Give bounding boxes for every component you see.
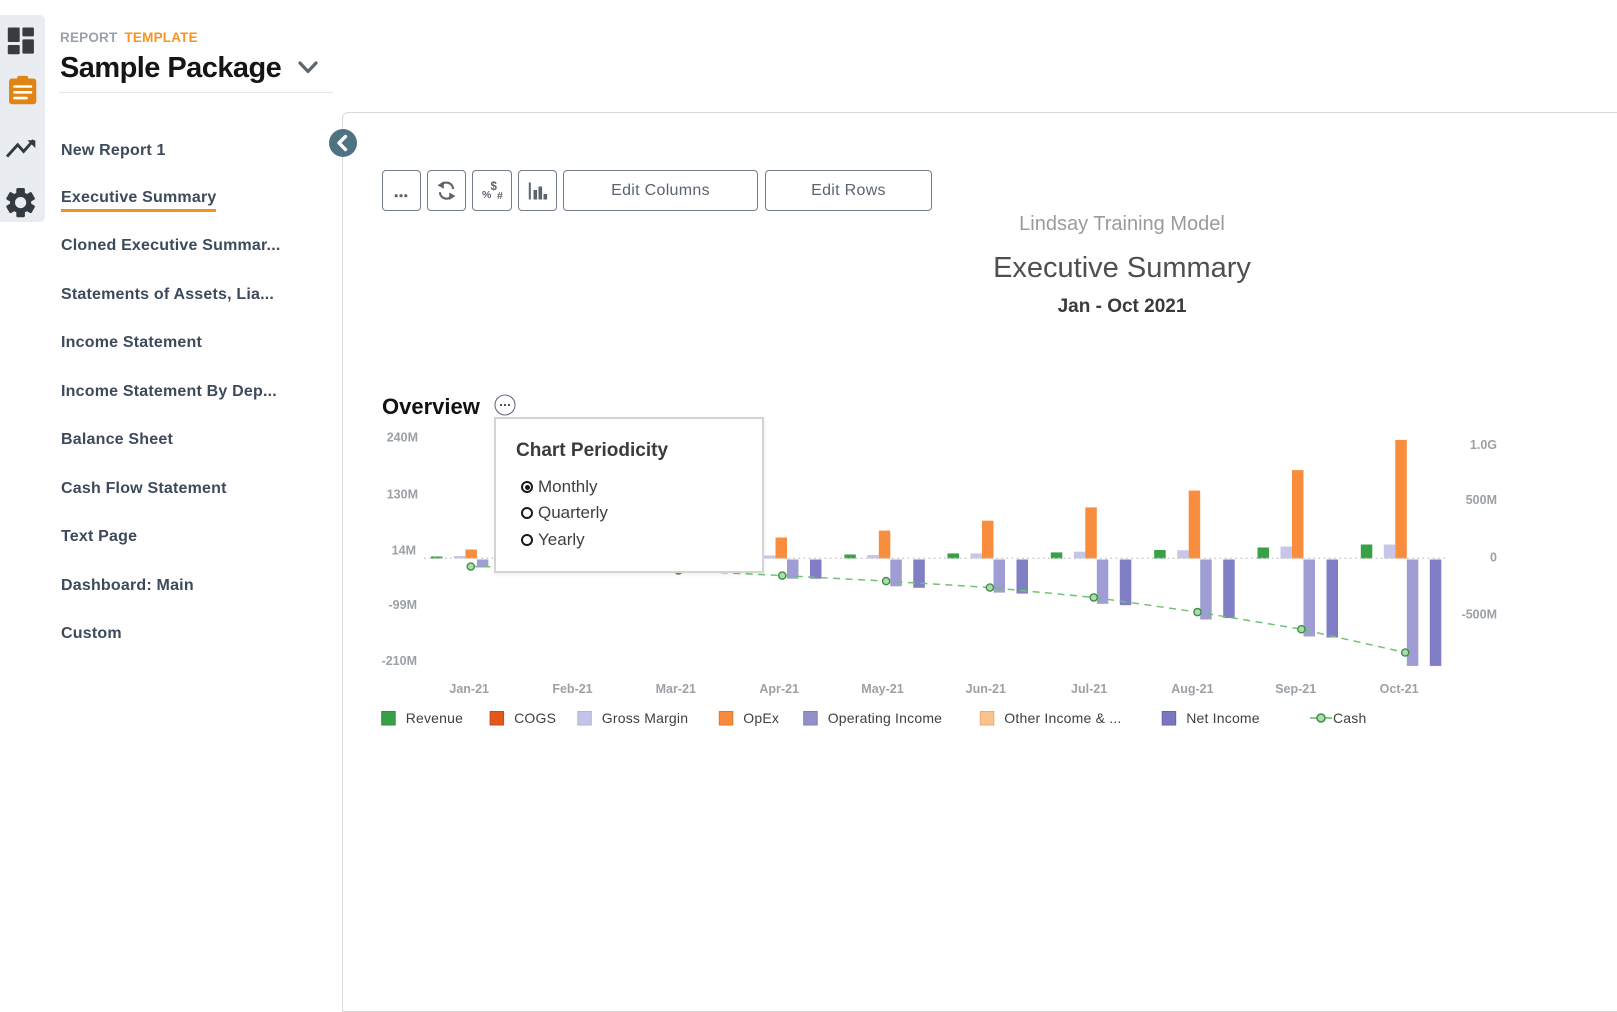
svg-text:14M: 14M xyxy=(392,544,416,558)
svg-text:OpEx: OpEx xyxy=(743,710,779,726)
svg-text:240M: 240M xyxy=(387,431,418,445)
svg-text:Apr-21: Apr-21 xyxy=(759,682,799,696)
svg-text:Feb-21: Feb-21 xyxy=(552,682,592,696)
svg-text:COGS: COGS xyxy=(514,710,556,726)
svg-text:130M: 130M xyxy=(387,488,418,502)
svg-text:Mar-21: Mar-21 xyxy=(656,682,696,696)
svg-text:May-21: May-21 xyxy=(861,682,903,696)
svg-text:Operating Income: Operating Income xyxy=(828,710,942,726)
svg-text:Gross Margin: Gross Margin xyxy=(602,710,688,726)
svg-text:500M: 500M xyxy=(1466,493,1497,507)
svg-text:Jul-21: Jul-21 xyxy=(1071,682,1107,696)
svg-text:Revenue: Revenue xyxy=(406,710,463,726)
svg-text:Cash: Cash xyxy=(1333,710,1366,726)
svg-text:Oct-21: Oct-21 xyxy=(1380,682,1419,696)
svg-text:Other Income & ...: Other Income & ... xyxy=(1004,710,1121,726)
svg-text:0: 0 xyxy=(1490,551,1497,565)
svg-text:Jun-21: Jun-21 xyxy=(966,682,1006,696)
svg-text:Jan-21: Jan-21 xyxy=(449,682,489,696)
svg-text:-500M: -500M xyxy=(1462,608,1497,622)
svg-text:1.0G: 1.0G xyxy=(1470,438,1497,452)
svg-text:Net Income: Net Income xyxy=(1186,710,1260,726)
svg-text:-99M: -99M xyxy=(389,598,417,612)
svg-text:-210M: -210M xyxy=(382,654,417,668)
svg-text:Sep-21: Sep-21 xyxy=(1275,682,1316,696)
svg-text:Aug-21: Aug-21 xyxy=(1171,682,1213,696)
